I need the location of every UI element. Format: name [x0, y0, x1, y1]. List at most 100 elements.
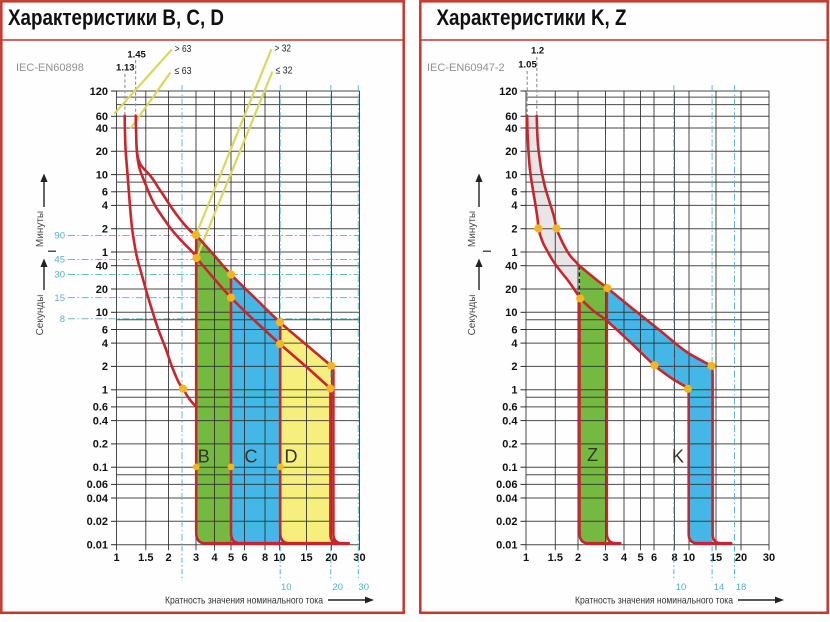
svg-text:1: 1 — [113, 552, 119, 564]
svg-text:60: 60 — [96, 111, 108, 123]
svg-text:8: 8 — [671, 552, 677, 564]
svg-text:90: 90 — [54, 231, 65, 242]
svg-text:5: 5 — [637, 552, 643, 564]
svg-text:1: 1 — [102, 385, 108, 397]
svg-text:0.2: 0.2 — [93, 439, 108, 451]
svg-text:20: 20 — [735, 552, 747, 564]
svg-text:10: 10 — [676, 582, 687, 593]
svg-text:1: 1 — [523, 552, 529, 564]
svg-text:40: 40 — [505, 123, 517, 135]
svg-text:4: 4 — [211, 552, 218, 564]
svg-text:B: B — [198, 447, 210, 467]
svg-text:4: 4 — [511, 338, 518, 350]
svg-text:4: 4 — [621, 552, 628, 564]
svg-text:18: 18 — [736, 582, 747, 593]
svg-text:Z: Z — [587, 445, 598, 465]
svg-text:120: 120 — [499, 86, 517, 98]
svg-text:0.04: 0.04 — [496, 493, 518, 505]
svg-text:C: C — [245, 447, 258, 467]
svg-text:0.01: 0.01 — [496, 540, 517, 552]
svg-text:0.4: 0.4 — [502, 415, 518, 427]
svg-text:Минуты: Минуты — [35, 211, 46, 247]
svg-text:> 63: > 63 — [175, 43, 192, 55]
svg-text:Секунды: Секунды — [467, 295, 478, 336]
svg-text:30: 30 — [358, 582, 369, 593]
svg-text:1.45: 1.45 — [127, 50, 146, 61]
svg-text:2: 2 — [102, 224, 108, 236]
svg-text:0.1: 0.1 — [93, 462, 108, 474]
svg-text:1.5: 1.5 — [138, 552, 153, 564]
svg-text:120: 120 — [90, 86, 108, 98]
svg-text:30: 30 — [353, 552, 365, 564]
svg-text:4: 4 — [511, 200, 518, 212]
svg-text:20: 20 — [96, 146, 108, 158]
svg-text:10: 10 — [683, 552, 695, 564]
svg-text:20: 20 — [505, 146, 517, 158]
svg-text:15: 15 — [300, 552, 312, 564]
svg-text:0.01: 0.01 — [87, 540, 108, 552]
svg-text:> 32: > 32 — [275, 43, 292, 55]
svg-text:1: 1 — [102, 247, 108, 259]
svg-text:40: 40 — [96, 123, 108, 135]
svg-text:Характеристики B, C, D: Характеристики B, C, D — [8, 5, 224, 30]
svg-text:1: 1 — [511, 385, 517, 397]
svg-text:2: 2 — [511, 361, 517, 373]
svg-text:0.1: 0.1 — [502, 462, 517, 474]
svg-text:1.2: 1.2 — [531, 46, 544, 57]
svg-text:3: 3 — [193, 552, 199, 564]
svg-text:5: 5 — [228, 552, 234, 564]
svg-text:10: 10 — [96, 169, 108, 181]
svg-text:6: 6 — [241, 552, 247, 564]
svg-text:0.02: 0.02 — [87, 516, 108, 528]
svg-text:60: 60 — [505, 111, 517, 123]
svg-text:IEC-EN60947-2: IEC-EN60947-2 — [427, 62, 505, 74]
svg-text:6: 6 — [511, 324, 517, 336]
svg-text:6: 6 — [651, 552, 657, 564]
svg-text:2: 2 — [165, 552, 171, 564]
svg-text:1: 1 — [511, 247, 517, 259]
svg-text:40: 40 — [96, 261, 108, 273]
svg-text:D: D — [285, 447, 298, 467]
svg-text:0.6: 0.6 — [502, 402, 517, 414]
svg-text:1.5: 1.5 — [548, 552, 563, 564]
svg-text:Характеристики K, Z: Характеристики K, Z — [437, 5, 627, 30]
svg-text:0.2: 0.2 — [502, 439, 517, 451]
svg-text:0.02: 0.02 — [496, 516, 517, 528]
svg-text:14: 14 — [714, 582, 725, 593]
svg-text:15: 15 — [710, 552, 722, 564]
svg-text:45: 45 — [54, 255, 65, 266]
svg-text:20: 20 — [96, 284, 108, 296]
svg-text:Минуты: Минуты — [467, 211, 478, 247]
svg-text:IEC-EN60898: IEC-EN60898 — [16, 62, 84, 74]
svg-text:≤ 63: ≤ 63 — [175, 65, 192, 77]
svg-text:20: 20 — [325, 552, 337, 564]
svg-text:20: 20 — [505, 284, 517, 296]
svg-text:2: 2 — [575, 552, 581, 564]
svg-text:10: 10 — [281, 582, 292, 593]
svg-text:20: 20 — [332, 582, 343, 593]
svg-text:15: 15 — [54, 293, 65, 304]
svg-text:6: 6 — [511, 187, 517, 199]
svg-text:0.06: 0.06 — [496, 479, 517, 491]
svg-text:10: 10 — [273, 552, 285, 564]
svg-text:4: 4 — [102, 200, 109, 212]
svg-text:2: 2 — [511, 224, 517, 236]
svg-text:0.06: 0.06 — [87, 479, 108, 491]
svg-text:0.4: 0.4 — [93, 415, 109, 427]
svg-text:≤ 32: ≤ 32 — [276, 65, 293, 77]
svg-text:8: 8 — [60, 314, 65, 325]
svg-text:30: 30 — [763, 552, 775, 564]
svg-text:10: 10 — [96, 307, 108, 319]
svg-text:10: 10 — [505, 307, 517, 319]
svg-text:0.04: 0.04 — [87, 493, 109, 505]
svg-text:40: 40 — [505, 261, 517, 273]
svg-text:2: 2 — [102, 361, 108, 373]
svg-text:6: 6 — [102, 324, 108, 336]
svg-text:Кратность значения номинальног: Кратность значения номинального тока — [575, 595, 733, 607]
svg-text:0.6: 0.6 — [93, 402, 108, 414]
svg-text:Кратность значения номинальног: Кратность значения номинального тока — [165, 595, 323, 607]
svg-text:1.05: 1.05 — [518, 60, 537, 71]
svg-text:1.13: 1.13 — [116, 62, 135, 73]
svg-text:30: 30 — [54, 270, 65, 281]
svg-text:4: 4 — [102, 338, 109, 350]
